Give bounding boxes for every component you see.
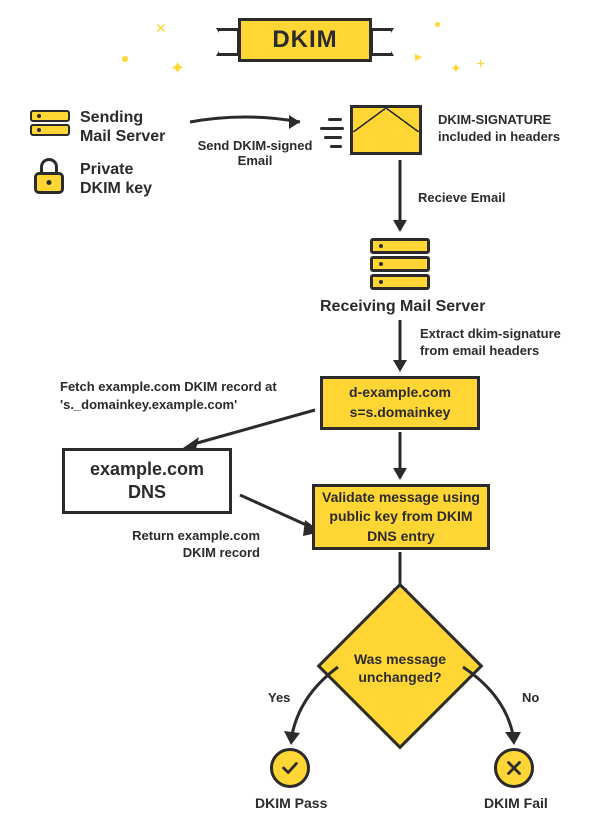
- arrow-yes: [280, 665, 350, 750]
- cross-icon: [494, 748, 534, 788]
- extract-box: d-example.com s=s.domainkey: [320, 376, 480, 430]
- sending-server-icon: [30, 110, 70, 136]
- label-line: included in headers: [438, 129, 560, 146]
- lock-icon: [34, 158, 64, 194]
- receiving-server-label: Receiving Mail Server: [320, 298, 485, 316]
- label-line: Send DKIM-signed: [195, 138, 315, 153]
- label-line: Mail Server: [80, 127, 165, 146]
- sending-server-label: Sending Mail Server: [80, 108, 165, 146]
- label-line: Validate message using: [322, 488, 480, 508]
- plus-icon: +: [476, 56, 485, 74]
- label-line: example.com: [90, 458, 204, 481]
- label-line: Email: [195, 153, 315, 168]
- label-line: DKIM key: [80, 179, 152, 198]
- label-line: s=s.domainkey: [350, 403, 451, 423]
- ribbon-right: [370, 28, 394, 56]
- receiving-server-icon: [370, 238, 430, 292]
- dot-icon: [122, 56, 128, 62]
- label-line: d-example.com: [349, 383, 451, 403]
- dot-icon: [435, 22, 440, 27]
- edge-label-receive: Recieve Email: [418, 190, 505, 205]
- label-line: DNS: [128, 481, 166, 504]
- envelope-icon: [350, 105, 422, 155]
- edge-label-yes: Yes: [268, 690, 290, 705]
- arrow-receive: [395, 160, 415, 235]
- sparkle-icon: ✦: [450, 60, 462, 77]
- arrow-send: [185, 110, 315, 140]
- sparkle-icon: ✦: [170, 58, 185, 79]
- check-icon: [270, 748, 310, 788]
- page-title: DKIM: [238, 18, 372, 62]
- sparkle-icon: ✕: [155, 20, 167, 37]
- ribbon-left: [216, 28, 240, 56]
- label-line: Return example.com: [120, 528, 260, 545]
- edge-label-extract: Extract dkim-signature from email header…: [420, 326, 561, 360]
- edge-label-no: No: [522, 690, 539, 705]
- arrow-no: [455, 665, 535, 750]
- label-line: DNS entry: [367, 527, 435, 547]
- label-line: Private: [80, 160, 152, 179]
- label-line: DKIM-SIGNATURE: [438, 112, 560, 129]
- label-line: Fetch example.com DKIM record at: [60, 378, 277, 396]
- label-line: from email headers: [420, 343, 561, 360]
- label-line: public key from DKIM: [329, 507, 472, 527]
- arrow-to-validate: [395, 432, 415, 482]
- edge-label-send: Send DKIM-signed Email: [195, 138, 315, 168]
- dns-box: example.com DNS: [62, 448, 232, 514]
- validate-box: Validate message using public key from D…: [312, 484, 490, 550]
- label-line: Sending: [80, 108, 165, 127]
- fail-label: DKIM Fail: [484, 795, 548, 811]
- sparkle-icon: ▸: [415, 48, 422, 65]
- arrow-extract: [395, 320, 415, 375]
- edge-label-return: Return example.com DKIM record: [120, 528, 260, 562]
- pass-label: DKIM Pass: [255, 795, 327, 811]
- label-line: Extract dkim-signature: [420, 326, 561, 343]
- title-banner: DKIM: [220, 18, 390, 66]
- envelope-caption: DKIM-SIGNATURE included in headers: [438, 112, 560, 146]
- label-line: DKIM record: [120, 545, 260, 562]
- private-key-label: Private DKIM key: [80, 160, 152, 198]
- motion-lines-icon: [320, 112, 344, 154]
